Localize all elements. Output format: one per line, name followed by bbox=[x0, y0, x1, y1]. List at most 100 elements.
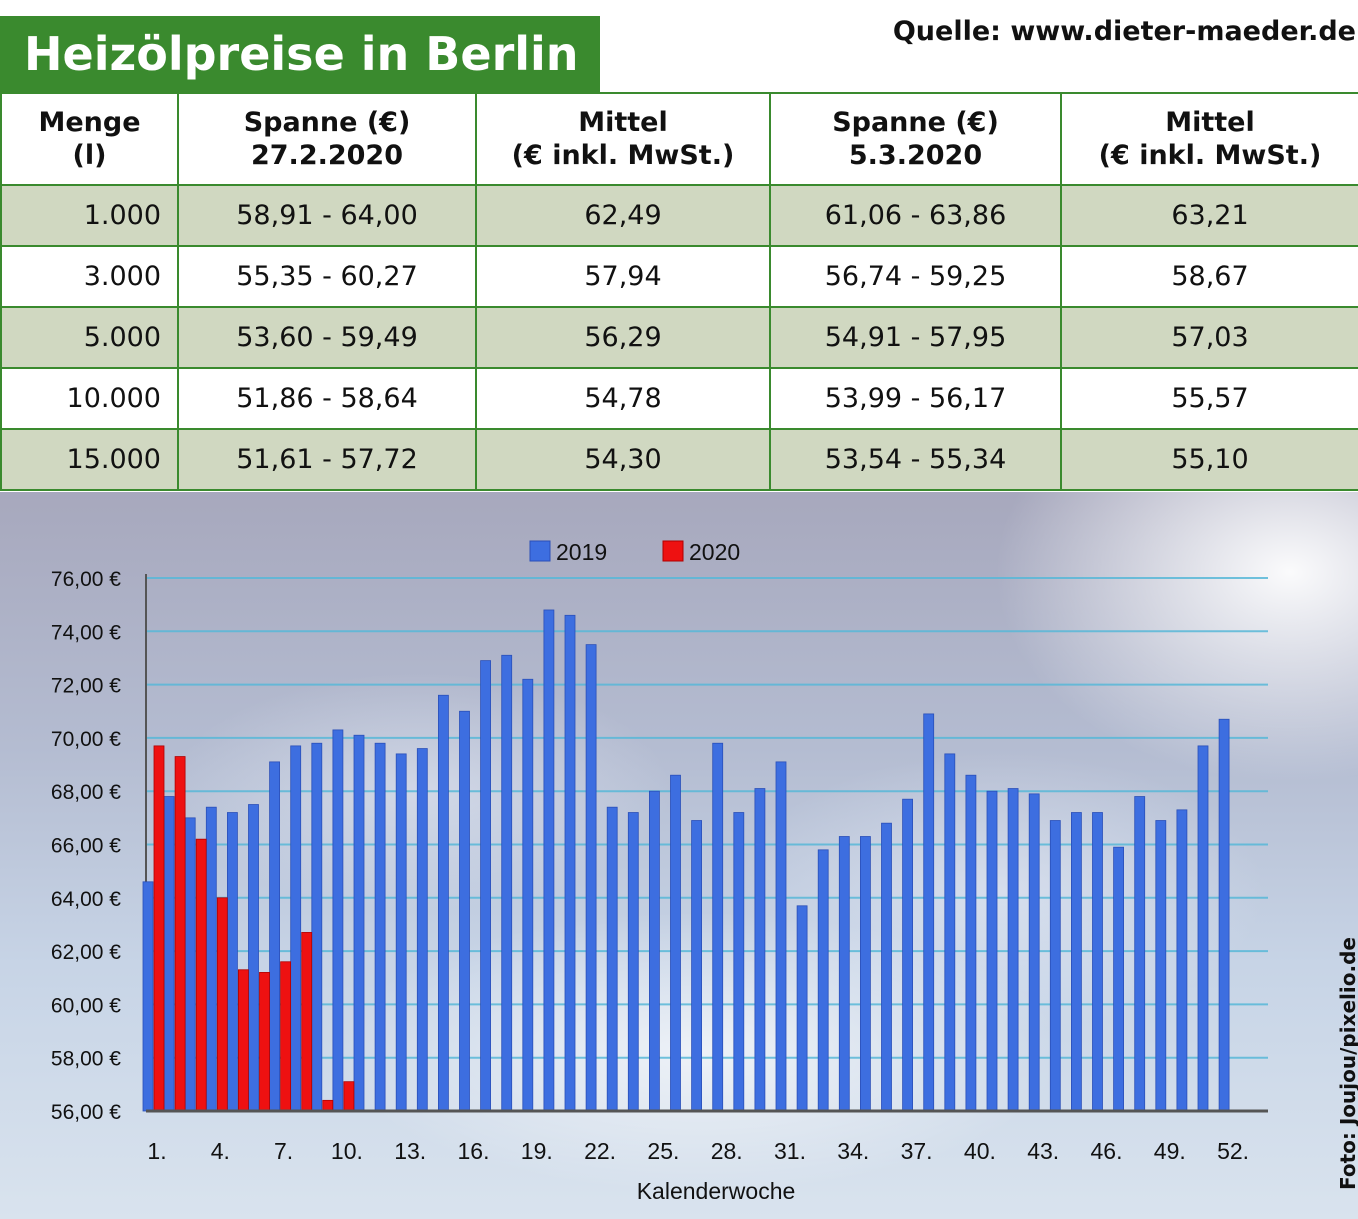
photo-credit: Foto: Joujou/pixelio.de bbox=[1336, 937, 1358, 1190]
cell-mittel-1: 54,30 bbox=[475, 428, 771, 491]
y-tick-label: 60,00 € bbox=[51, 994, 121, 1017]
bar-2020 bbox=[259, 972, 270, 1112]
cell-spanne-2: 61,06 - 63,86 bbox=[769, 184, 1062, 247]
bar-2019 bbox=[501, 654, 513, 1112]
x-tick-label: 25. bbox=[647, 1138, 679, 1164]
cell-mittel-1: 57,94 bbox=[475, 245, 771, 308]
bar-2019 bbox=[522, 678, 534, 1112]
cell-menge: 15.000 bbox=[0, 428, 179, 491]
table-row: 15.000 51,61 - 57,72 54,30 53,54 - 55,34… bbox=[0, 428, 1358, 491]
bar-2019 bbox=[374, 742, 386, 1112]
header-menge: Menge (l) bbox=[0, 92, 179, 186]
cell-spanne-1: 53,60 - 59,49 bbox=[177, 306, 477, 369]
bar-2019 bbox=[649, 790, 660, 1112]
table-row: 3.000 55,35 - 60,27 57,94 56,74 - 59,25 … bbox=[0, 245, 1358, 308]
bar-2019 bbox=[1028, 793, 1040, 1112]
bar-2019 bbox=[142, 881, 154, 1112]
bar-2019 bbox=[986, 790, 998, 1112]
bar-2019 bbox=[923, 713, 935, 1112]
bar-2019 bbox=[733, 812, 745, 1112]
x-tick-label: 46. bbox=[1091, 1138, 1123, 1164]
x-tick-label: 19. bbox=[521, 1138, 553, 1164]
y-tick-label: 64,00 € bbox=[51, 888, 121, 911]
page-title: Heizölpreise in Berlin bbox=[24, 27, 579, 81]
bar-2019 bbox=[965, 774, 977, 1112]
bar-2019 bbox=[353, 734, 365, 1112]
bar-2019 bbox=[332, 729, 344, 1112]
bar-2019 bbox=[1049, 820, 1061, 1112]
bar-2019 bbox=[1113, 846, 1124, 1112]
table-row: 5.000 53,60 - 59,49 56,29 54,91 - 57,95 … bbox=[0, 306, 1358, 369]
bar-2019 bbox=[606, 806, 618, 1112]
bar-2019 bbox=[796, 905, 808, 1112]
bar-2019 bbox=[881, 822, 892, 1112]
bar-2019 bbox=[902, 798, 913, 1112]
cell-mittel-2: 58,67 bbox=[1060, 245, 1358, 308]
bar-2019 bbox=[627, 812, 639, 1112]
cell-spanne-2: 54,91 - 57,95 bbox=[769, 306, 1062, 369]
bar-2019 bbox=[416, 748, 428, 1112]
x-axis-label: Kalenderwoche bbox=[637, 1178, 796, 1204]
bar-2019 bbox=[437, 694, 449, 1112]
bar-2020 bbox=[301, 932, 313, 1112]
x-tick-label: 49. bbox=[1154, 1138, 1186, 1164]
x-tick-label: 4. bbox=[211, 1138, 230, 1164]
bar-2019 bbox=[817, 849, 829, 1112]
bar-2020 bbox=[237, 969, 249, 1112]
x-tick-label: 13. bbox=[394, 1138, 426, 1164]
y-tick-label: 72,00 € bbox=[51, 675, 121, 698]
bar-2019 bbox=[205, 806, 217, 1112]
cell-spanne-1: 55,35 - 60,27 bbox=[177, 245, 477, 308]
bar-2019 bbox=[944, 753, 956, 1112]
x-tick-label: 10. bbox=[331, 1138, 363, 1164]
bar-2019 bbox=[290, 745, 302, 1112]
bar-2020 bbox=[174, 756, 186, 1112]
cell-menge: 1.000 bbox=[0, 184, 179, 247]
bar-2019 bbox=[248, 804, 259, 1112]
bar-2019 bbox=[1176, 809, 1188, 1112]
y-tick-label: 66,00 € bbox=[51, 835, 121, 858]
header-spanne-27-2: Spanne (€) 27.2.2020 bbox=[177, 92, 477, 186]
bar-2019 bbox=[395, 753, 407, 1112]
cell-spanne-1: 51,61 - 57,72 bbox=[177, 428, 477, 491]
y-tick-label: 68,00 € bbox=[51, 781, 121, 804]
bar-2019 bbox=[754, 788, 766, 1112]
cell-mittel-1: 56,29 bbox=[475, 306, 771, 369]
y-tick-label: 70,00 € bbox=[51, 728, 121, 751]
source-credit: Quelle: www.dieter-maeder.de bbox=[892, 16, 1356, 47]
bar-2019 bbox=[459, 710, 470, 1112]
cell-mittel-1: 62,49 bbox=[475, 184, 771, 247]
table-row: 10.000 51,86 - 58,64 54,78 53,99 - 56,17… bbox=[0, 367, 1358, 430]
bar-2019 bbox=[860, 836, 871, 1112]
bar-2020 bbox=[322, 1099, 334, 1112]
cell-mittel-2: 55,10 bbox=[1060, 428, 1358, 491]
x-tick-label: 31. bbox=[774, 1138, 806, 1164]
bar-2019 bbox=[691, 820, 702, 1112]
cell-menge: 5.000 bbox=[0, 306, 179, 369]
cell-mittel-2: 63,21 bbox=[1060, 184, 1358, 247]
legend-label-2019: 2019 bbox=[556, 539, 607, 565]
header-mittel-1: Mittel (€ inkl. MwSt.) bbox=[475, 92, 771, 186]
cell-spanne-1: 51,86 - 58,64 bbox=[177, 367, 477, 430]
bar-2019 bbox=[585, 644, 597, 1112]
legend-swatch-2019 bbox=[529, 540, 551, 562]
bar-2019 bbox=[269, 761, 281, 1112]
bar-2019 bbox=[775, 761, 787, 1112]
cell-mittel-2: 57,03 bbox=[1060, 306, 1358, 369]
bar-2019 bbox=[543, 609, 555, 1112]
y-tick-label: 76,00 € bbox=[51, 568, 121, 591]
x-tick-label: 28. bbox=[711, 1138, 743, 1164]
x-tick-label: 34. bbox=[837, 1138, 869, 1164]
cell-menge: 10.000 bbox=[0, 367, 179, 430]
cell-spanne-2: 56,74 - 59,25 bbox=[769, 245, 1062, 308]
bar-2019 bbox=[838, 836, 850, 1112]
table-row: 1.000 58,91 - 64,00 62,49 61,06 - 63,86 … bbox=[0, 184, 1358, 247]
bar-2019 bbox=[1197, 745, 1209, 1112]
price-table: Menge (l) Spanne (€) 27.2.2020 Mittel (€ in… bbox=[0, 92, 1358, 491]
cell-spanne-2: 53,99 - 56,17 bbox=[769, 367, 1062, 430]
bar-2019 bbox=[226, 812, 238, 1112]
x-tick-label: 7. bbox=[274, 1138, 293, 1164]
y-tick-label: 74,00 € bbox=[51, 621, 121, 644]
header-mittel-2: Mittel (€ inkl. MwSt.) bbox=[1060, 92, 1358, 186]
bar-chart: 76,00 € 74,00 € 72,00 € 70,00 € 68,00 € 66,00… bbox=[51, 539, 1268, 1204]
